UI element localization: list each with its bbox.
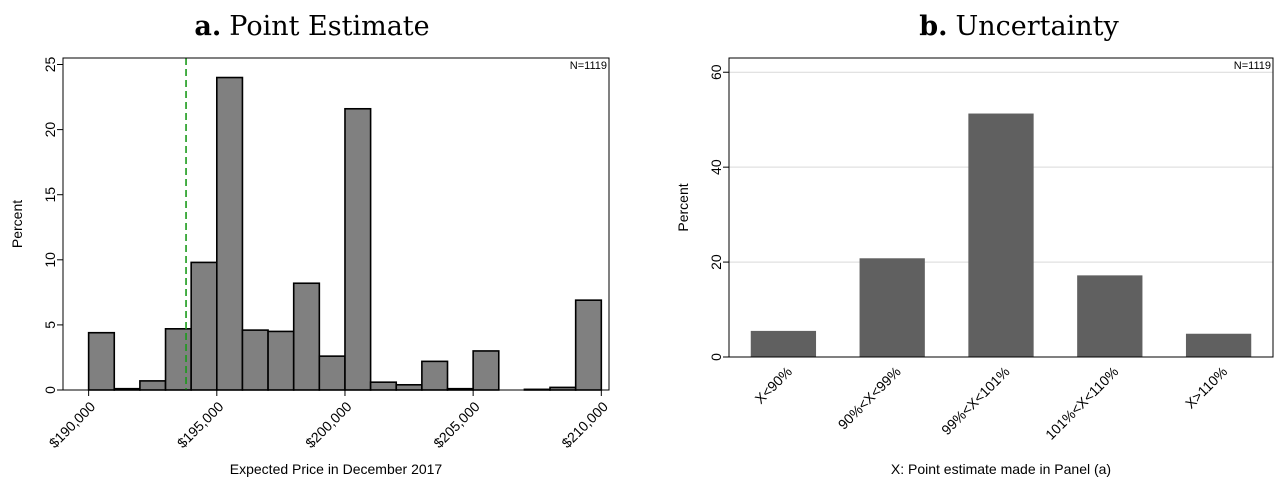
histogram-bar-7	[267, 330, 295, 391]
panel-b-bars	[750, 113, 1252, 358]
x-category-label: X<90%	[752, 363, 796, 407]
histogram-bar-6	[241, 329, 269, 391]
y-tick-label: 20	[42, 122, 58, 138]
x-tick-label: $210,000	[558, 398, 611, 451]
panel-a-title: a. Point Estimate	[194, 11, 429, 42]
bar-4	[1185, 333, 1252, 357]
y-tick-label: 60	[708, 64, 724, 80]
y-tick-label: 10	[42, 252, 58, 268]
bar-3	[1077, 275, 1143, 357]
x-tick-label: $205,000	[430, 398, 483, 451]
histogram-bar-10	[344, 107, 372, 391]
x-category-label: 101%<X<110%	[1042, 363, 1121, 442]
panel-b-x-axis-label: X: Point estimate made in Panel (a)	[891, 461, 1111, 477]
y-tick-label: 0	[42, 386, 58, 394]
histogram-bar-12	[395, 383, 423, 391]
panel-b-plot: 0 20 40 60 X<90% 90%<X<99% 99%<X<101% 101%<X<1…	[675, 57, 1274, 477]
panel-b-title-text: Uncertainty	[956, 11, 1120, 42]
panel-a-frame	[62, 57, 610, 391]
histogram-bar-11	[369, 381, 398, 391]
bar-2	[968, 113, 1034, 358]
bar-1	[859, 258, 925, 357]
histogram-bar-0	[87, 331, 116, 391]
y-tick-label: 40	[708, 159, 724, 175]
panel-a-title-text: Point Estimate	[229, 11, 429, 42]
y-tick-label: 15	[42, 187, 58, 203]
histogram-bar-18	[574, 299, 603, 391]
histogram-bar-3	[164, 328, 192, 391]
panel-a-x-axis-label: Expected Price in December 2017	[230, 461, 443, 477]
histogram-bar-13	[421, 360, 449, 391]
panel-a-bars	[87, 76, 603, 391]
histogram-bar-8	[292, 282, 321, 391]
panel-a-plot: 0 5 10 15 20 25 $190,000 $195,000 $200,000 $205,…	[9, 57, 611, 477]
panel-b-x-axis: X<90% 90%<X<99% 99%<X<101% 101%<X<110% X>110…	[752, 363, 1231, 442]
y-tick-label: 5	[42, 321, 58, 329]
panel-a-y-axis: 0 5 10 15 20 25	[42, 57, 63, 394]
panel-b-n-label: N=1119	[1234, 60, 1271, 72]
x-category-label: X>110%	[1182, 363, 1230, 411]
bar-0	[750, 330, 817, 357]
x-tick-label: $190,000	[46, 398, 99, 451]
panel-b-y-axis: 0 20 40 60	[708, 64, 729, 361]
panel-b-y-axis-label: Percent	[675, 183, 691, 231]
panel-a-y-axis-label: Percent	[9, 200, 25, 248]
histogram-bar-5	[216, 76, 244, 391]
panel-a-x-axis: $190,000 $195,000 $200,000 $205,000 $210,000	[46, 390, 611, 451]
panel-b-letter: b.	[919, 11, 947, 42]
histogram-bar-4	[190, 261, 218, 391]
x-tick-label: $200,000	[302, 398, 355, 451]
histogram-bar-9	[318, 355, 346, 391]
x-category-label: 90%<X<99%	[835, 363, 904, 432]
panel-b-frame	[728, 57, 1274, 358]
panel-a-n-label: N=1119	[570, 60, 607, 72]
x-category-label: 99%<X<101%	[938, 363, 1013, 438]
panel-a-letter: a.	[194, 11, 221, 42]
histogram-bar-2	[139, 380, 167, 391]
y-tick-label: 20	[708, 254, 724, 270]
y-tick-label: 25	[42, 57, 58, 73]
x-tick-label: $195,000	[174, 398, 227, 451]
panel-b-title: b. Uncertainty	[919, 11, 1119, 42]
histogram-bar-15	[472, 350, 500, 391]
y-tick-label: 0	[708, 353, 724, 361]
